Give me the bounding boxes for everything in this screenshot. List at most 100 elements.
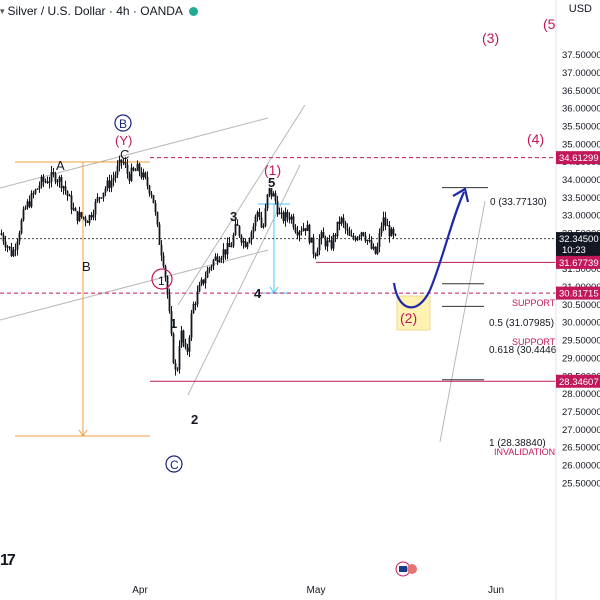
candle-body xyxy=(22,209,25,221)
candle-body xyxy=(144,172,147,178)
candle-body xyxy=(214,256,217,261)
candle-body xyxy=(350,235,353,237)
candle-body xyxy=(232,234,235,247)
wave-label-circled-b: B xyxy=(119,117,127,131)
candle-body xyxy=(378,233,381,247)
price-tick-label: 27.50000 xyxy=(562,407,600,418)
candle-body xyxy=(280,212,283,214)
candle-body xyxy=(12,250,15,256)
candle-body xyxy=(46,181,49,184)
candle-body xyxy=(122,161,125,163)
fib-label-1: 1 (28.38840) xyxy=(489,438,546,449)
candle-body xyxy=(288,217,291,220)
candle-body xyxy=(380,226,383,234)
candle-body xyxy=(88,215,91,224)
candle-body xyxy=(324,237,327,247)
events-flag-icon xyxy=(395,561,417,577)
candle-body xyxy=(302,228,305,231)
candle-body xyxy=(162,255,165,267)
candle-body xyxy=(360,232,363,237)
candle-body xyxy=(358,236,361,238)
currency-label[interactable]: USD xyxy=(568,3,592,15)
candle-body xyxy=(6,246,9,248)
candle-body xyxy=(390,228,393,237)
price-series xyxy=(0,155,397,376)
candle-body xyxy=(188,337,191,352)
candle-body xyxy=(130,167,133,181)
wave-annotations: ABCB(Y)C112345(1)(2)(3)(4)(5SUPPORTSUPPO… xyxy=(56,16,562,473)
candle-body xyxy=(116,166,119,175)
impulse-channel-lower xyxy=(187,164,301,396)
candle-body xyxy=(312,237,315,255)
wave-label-a: A xyxy=(56,158,65,173)
price-tick-label: 33.50000 xyxy=(562,193,600,204)
candle-body xyxy=(166,276,169,295)
wave-label-red-5: (5 xyxy=(543,16,556,32)
projection-path xyxy=(392,191,465,309)
wave-label-red-4: (4) xyxy=(527,131,544,147)
candle-body xyxy=(86,221,89,224)
channel-upper-line xyxy=(0,117,269,189)
wave-label-inner-1: 1 xyxy=(158,274,165,288)
candle-body xyxy=(272,193,275,197)
candle-body xyxy=(258,212,261,218)
candle-body xyxy=(32,193,35,195)
candle-body xyxy=(384,217,387,226)
candle-body xyxy=(74,208,77,212)
wave-label-4: 4 xyxy=(254,286,262,301)
wave-c-circle-icon xyxy=(165,455,183,473)
candle-body xyxy=(296,232,299,236)
candle-body xyxy=(100,197,103,199)
candle-body xyxy=(202,279,205,284)
candle-body xyxy=(142,172,145,178)
candle-body xyxy=(62,186,65,189)
candle-body xyxy=(90,215,93,218)
candle-body xyxy=(318,238,321,251)
candle-body xyxy=(220,257,223,261)
candle-body xyxy=(250,232,253,240)
candle-body xyxy=(172,333,175,364)
candle-body xyxy=(224,249,227,255)
price-tick-label: 30.50000 xyxy=(562,300,600,311)
candle-body xyxy=(124,161,127,165)
wave-label-y: (Y) xyxy=(115,133,132,148)
price-tick-label: 29.00000 xyxy=(562,353,600,364)
candle-body xyxy=(248,239,251,243)
candle-body xyxy=(10,247,13,256)
candle-body xyxy=(152,195,155,204)
candle-body xyxy=(66,191,69,196)
candle-body xyxy=(8,246,11,248)
price-tick-label: 25.50000 xyxy=(562,478,600,489)
wave-label-2: 2 xyxy=(191,412,198,427)
candle-body xyxy=(334,235,337,237)
candle-body xyxy=(198,284,201,292)
candle-body xyxy=(306,224,309,231)
candle-body xyxy=(210,266,213,268)
wave-label-circled-c: C xyxy=(170,458,179,472)
candle-body xyxy=(392,228,395,235)
candle-body xyxy=(368,240,371,242)
candle-body xyxy=(298,231,301,236)
price-label-text: 34.61299 xyxy=(559,153,599,164)
collapse-chevron-icon[interactable]: ▾ xyxy=(0,5,5,16)
candle-body xyxy=(346,228,349,231)
candle-body xyxy=(236,223,239,226)
candle-body xyxy=(270,188,273,197)
candle-body xyxy=(218,260,221,263)
candle-body xyxy=(106,180,109,189)
candle-body xyxy=(260,217,263,228)
price-tick-label: 27.00000 xyxy=(562,425,600,436)
fib-label-0618: 0.618 (30.44467 xyxy=(489,345,562,356)
candle-body xyxy=(190,313,193,338)
time-tick-label: Jun xyxy=(488,585,504,596)
candle-body xyxy=(54,173,57,182)
candle-body xyxy=(330,240,333,249)
target-zone-box xyxy=(396,295,431,331)
candle-body xyxy=(362,232,365,236)
candle-body xyxy=(194,303,197,305)
candle-body xyxy=(132,167,135,171)
candle-body xyxy=(2,234,5,242)
candle-body xyxy=(16,241,19,250)
candle-body xyxy=(174,363,177,370)
